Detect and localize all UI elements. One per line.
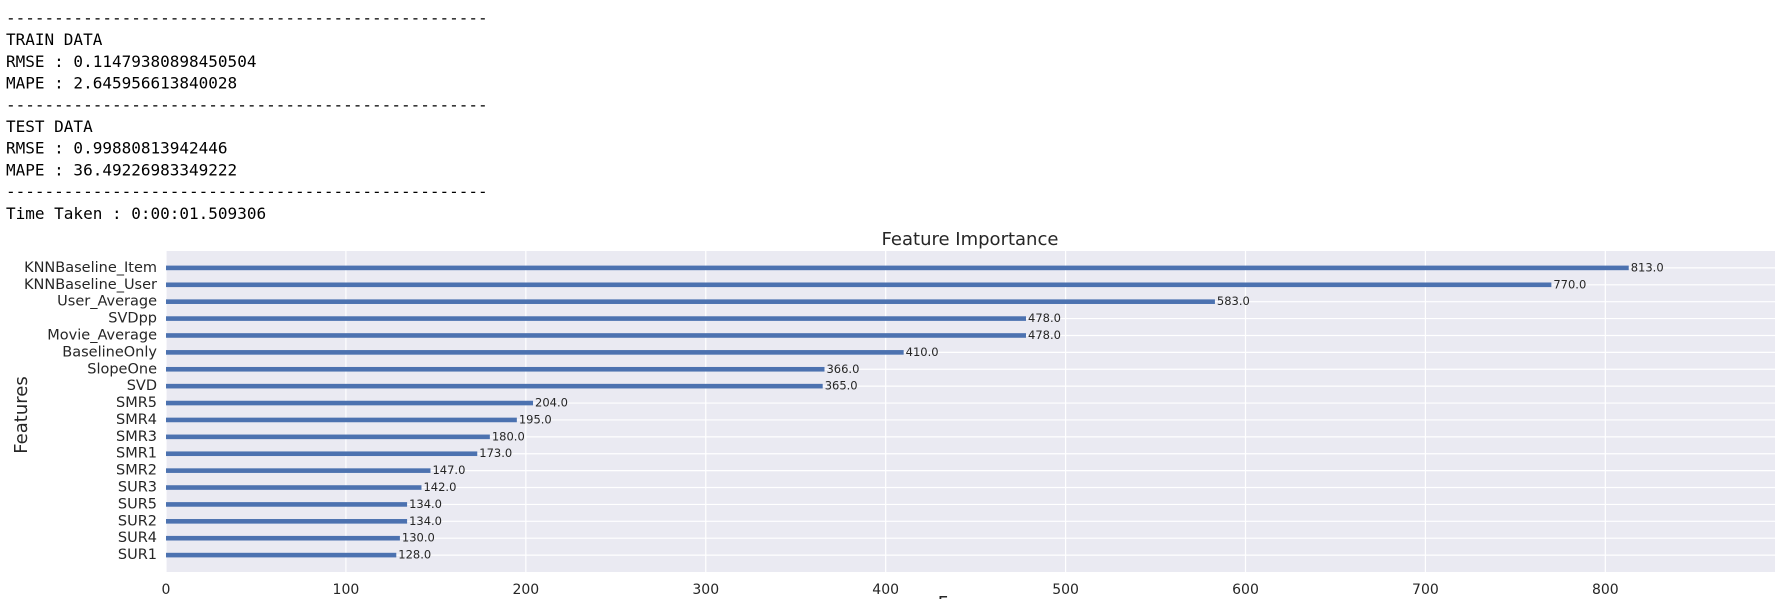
x-axis-label: F score	[938, 593, 1002, 599]
y-tick-label: Movie_Average	[47, 327, 157, 343]
bar	[166, 417, 517, 423]
y-tick-label: KNNBaseline_User	[24, 277, 157, 293]
y-tick-label: SMR3	[116, 429, 157, 445]
value-label: 583.0	[1217, 294, 1250, 308]
bar	[166, 451, 478, 457]
console-line: TEST DATA	[6, 117, 93, 136]
x-tick-label: 300	[692, 582, 719, 598]
value-label: 410.0	[906, 345, 939, 359]
y-tick-label: User_Average	[57, 294, 157, 310]
value-label: 134.0	[409, 497, 442, 511]
bar	[166, 299, 1215, 304]
bar	[166, 535, 400, 541]
y-tick-label: SMR1	[116, 446, 157, 462]
bar	[166, 434, 490, 440]
console-line: RMSE : 0.99880813942446	[6, 139, 228, 158]
bar	[166, 485, 422, 490]
y-tick-label: SUR3	[118, 480, 157, 496]
bar	[166, 333, 1027, 338]
bar	[166, 282, 1552, 288]
value-label: 813.0	[1631, 260, 1664, 274]
value-label: 366.0	[826, 362, 859, 376]
y-tick-label: SMR5	[116, 395, 157, 411]
console-line: ----------------------------------------…	[6, 95, 488, 114]
x-tick-label: 100	[333, 582, 360, 598]
value-label: 770.0	[1553, 277, 1586, 291]
value-label: 173.0	[479, 446, 512, 460]
y-tick-label: KNNBaseline_Item	[24, 260, 157, 276]
x-tick-label: 800	[1592, 582, 1619, 598]
x-tick-label: 700	[1412, 582, 1439, 598]
console-line: MAPE : 2.645956613840028	[6, 74, 237, 93]
x-tick-label: 600	[1232, 582, 1259, 598]
console-line: MAPE : 36.49226983349222	[6, 160, 237, 179]
value-label: 365.0	[825, 379, 858, 393]
console-line: ----------------------------------------…	[6, 182, 488, 201]
x-tick-label: 500	[1052, 582, 1079, 598]
bar	[166, 519, 408, 524]
bar	[166, 316, 1027, 321]
bar	[166, 366, 825, 372]
bar	[166, 350, 904, 355]
bar	[166, 468, 431, 473]
console-line: TRAIN DATA	[6, 30, 103, 49]
chart-title: Feature Importance	[882, 229, 1059, 250]
bar	[166, 552, 397, 558]
value-label: 128.0	[398, 548, 431, 562]
y-tick-label: SUR1	[118, 547, 157, 563]
bar	[166, 502, 408, 507]
x-tick-label: 400	[872, 582, 899, 598]
y-axis-label: Features	[11, 376, 32, 453]
value-label: 478.0	[1028, 311, 1061, 325]
bar	[166, 400, 534, 406]
x-tick-label: 0	[162, 582, 171, 598]
console-line: RMSE : 0.11479380898450504	[6, 52, 256, 71]
y-tick-label: SVD	[127, 378, 157, 394]
y-tick-label: SUR4	[118, 530, 157, 546]
y-tick-label: SUR5	[118, 496, 157, 512]
value-label: 134.0	[409, 514, 442, 528]
bar	[166, 383, 823, 389]
y-tick-label: BaselineOnly	[62, 344, 157, 360]
y-tick-label: SUR2	[118, 513, 157, 529]
y-tick-label: SVDpp	[108, 311, 157, 327]
y-tick-label: SlopeOne	[87, 361, 157, 377]
value-label: 147.0	[432, 463, 465, 477]
console-line: Time Taken : 0:00:01.509306	[6, 204, 266, 223]
value-label: 478.0	[1028, 328, 1061, 342]
bar	[166, 265, 1629, 271]
x-tick-label: 200	[512, 582, 539, 598]
y-tick-label: SMR4	[116, 412, 157, 428]
value-label: 204.0	[535, 396, 568, 410]
value-label: 195.0	[519, 412, 552, 426]
plot-area	[166, 251, 1775, 572]
value-label: 130.0	[402, 531, 435, 545]
console-line: ----------------------------------------…	[6, 9, 488, 28]
value-label: 142.0	[423, 480, 456, 494]
value-label: 180.0	[492, 429, 525, 443]
y-tick-label: SMR2	[116, 463, 157, 479]
